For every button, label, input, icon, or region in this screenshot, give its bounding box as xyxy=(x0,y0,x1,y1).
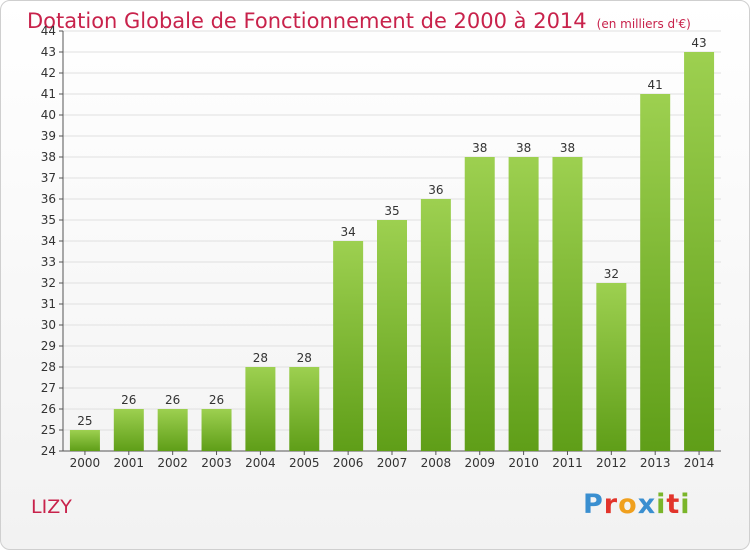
y-axis-ticks: 24 25 26 27 28 29 30 31 32 33 34 35 36 37 38 39 40 41 42 43… xyxy=(41,24,63,458)
data-label: 34 xyxy=(340,225,355,239)
data-label: 38 xyxy=(560,141,575,155)
bar-2006 xyxy=(333,241,364,451)
data-label: 25 xyxy=(77,414,92,428)
x-tick-label: 2001 xyxy=(114,456,145,470)
logo-letter: o xyxy=(618,489,638,520)
x-tick-label: 2010 xyxy=(508,456,539,470)
y-tick-label: 35 xyxy=(41,213,56,227)
data-label: 43 xyxy=(691,36,706,50)
x-tick-label: 2006 xyxy=(333,456,364,470)
x-axis-ticks: 2000 2001 2002 2003 2004 2005 2006 2007 2008 2009… xyxy=(70,451,715,470)
x-tick-label: 2008 xyxy=(421,456,452,470)
y-tick-label: 43 xyxy=(41,45,56,59)
x-tick-label: 2012 xyxy=(596,456,627,470)
data-label: 26 xyxy=(121,393,136,407)
bar-2000 xyxy=(69,430,100,451)
bar-2003 xyxy=(201,409,232,451)
bar-2004 xyxy=(245,367,276,451)
logo-letter: P xyxy=(583,489,604,520)
chart-title-text: Dotation Globale de Fonctionnement de 20… xyxy=(27,9,587,33)
bar-2002 xyxy=(157,409,188,451)
y-tick-label: 33 xyxy=(41,255,56,269)
bar-2012 xyxy=(596,283,627,451)
x-tick-label: 2007 xyxy=(377,456,408,470)
y-tick-label: 40 xyxy=(41,108,56,122)
data-label: 38 xyxy=(516,141,531,155)
bar-2014 xyxy=(684,52,715,451)
data-label: 36 xyxy=(428,183,443,197)
y-tick-label: 37 xyxy=(41,171,56,185)
y-tick-label: 39 xyxy=(41,129,56,143)
proxiti-logo: Proxiti xyxy=(583,489,691,520)
x-tick-label: 2002 xyxy=(157,456,188,470)
data-label: 26 xyxy=(165,393,180,407)
x-tick-label: 2013 xyxy=(640,456,671,470)
data-label: 41 xyxy=(648,78,663,92)
y-tick-label: 41 xyxy=(41,87,56,101)
logo-letter: i xyxy=(680,489,691,520)
logo-letter: x xyxy=(637,489,657,520)
logo-letter: i xyxy=(656,489,667,520)
y-tick-label: 29 xyxy=(41,339,56,353)
bar-2013 xyxy=(640,94,671,451)
y-tick-label: 42 xyxy=(41,66,56,80)
x-tick-label: 2009 xyxy=(464,456,495,470)
y-tick-label: 36 xyxy=(41,192,56,206)
logo-letter: r xyxy=(603,489,619,520)
y-tick-label: 28 xyxy=(41,360,56,374)
data-label: 28 xyxy=(297,351,312,365)
y-tick-label: 30 xyxy=(41,318,56,332)
bar-2008 xyxy=(420,199,451,451)
y-tick-label: 44 xyxy=(41,24,56,38)
logo-letter: t xyxy=(666,489,681,520)
bar-2001 xyxy=(113,409,144,451)
data-labels: 25 26 26 26 28 28 34 35 36 38 38 38 32 41 43 xyxy=(77,36,706,428)
data-label: 35 xyxy=(384,204,399,218)
y-tick-label: 32 xyxy=(41,276,56,290)
y-tick-label: 31 xyxy=(41,297,56,311)
bar-2009 xyxy=(464,157,495,451)
x-tick-label: 2003 xyxy=(201,456,232,470)
bar-2010 xyxy=(508,157,539,451)
bars xyxy=(69,52,715,451)
bar-2005 xyxy=(289,367,320,451)
bar-2007 xyxy=(377,220,407,451)
y-tick-label: 25 xyxy=(41,423,56,437)
y-tick-label: 34 xyxy=(41,234,56,248)
x-tick-label: 2005 xyxy=(289,456,320,470)
data-label: 26 xyxy=(209,393,224,407)
chart-title: Dotation Globale de Fonctionnement de 20… xyxy=(27,9,691,33)
x-tick-label: 2014 xyxy=(684,456,715,470)
data-label: 32 xyxy=(604,267,619,281)
y-tick-label: 24 xyxy=(41,444,56,458)
y-tick-label: 38 xyxy=(41,150,56,164)
chart-subtitle: (en milliers d'€) xyxy=(596,17,691,31)
bar-2011 xyxy=(552,157,583,451)
commune-name: LIZY xyxy=(31,496,72,518)
data-label: 28 xyxy=(253,351,268,365)
x-tick-label: 2004 xyxy=(245,456,276,470)
x-tick-label: 2000 xyxy=(70,456,101,470)
y-tick-label: 27 xyxy=(41,381,56,395)
y-tick-label: 26 xyxy=(41,402,56,416)
x-tick-label: 2011 xyxy=(552,456,583,470)
data-label: 38 xyxy=(472,141,487,155)
